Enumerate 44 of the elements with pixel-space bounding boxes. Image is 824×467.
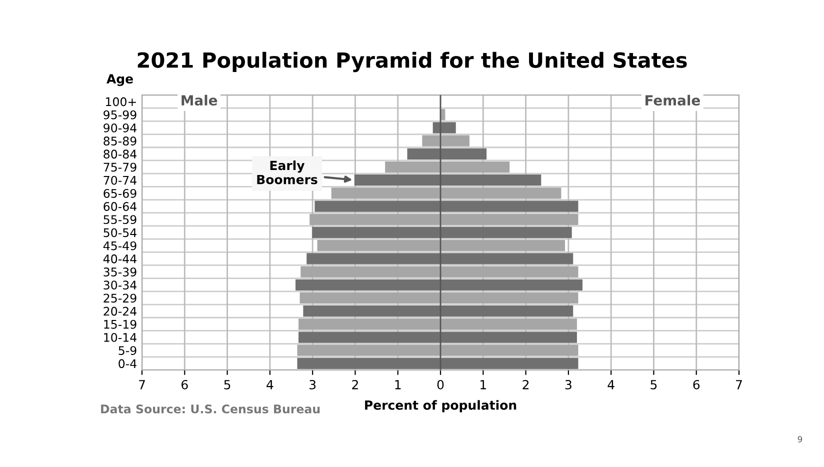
y-tick-label: 35-39 [104,268,136,276]
y-tick-label: 80-84 [104,150,136,159]
x-tick-label: 7 [139,380,145,390]
y-tick-label: 90-94 [104,123,136,132]
y-tick-label: 15-19 [104,320,136,329]
x-tick-label: 1 [480,380,486,390]
text: 9 [798,436,802,442]
annotation: Early Boomers [257,160,318,184]
y-tick-label: 30-34 [104,280,136,290]
x-tick-label: 6 [182,380,188,390]
annotation: Male [182,94,218,106]
chart-title: 2021 Population Pyramid for the United States [138,52,687,72]
x-tick-label: 7 [736,380,742,390]
y-tick-label: 10-14 [104,332,136,342]
x-tick-label: 3 [565,380,572,390]
y-tick-label: 85-89 [104,136,136,146]
y-tick-label: 95-99 [104,110,136,120]
y-axis-title: Age [106,74,133,86]
y-tick-label: 55-59 [104,215,136,224]
y-tick-label: 20-24 [104,306,136,316]
y-tick-label: 50-54 [104,228,136,238]
y-tick-label: 75-79 [104,162,136,172]
y-tick-label: 65-69 [104,188,136,198]
y-tick-label: 25-29 [104,294,136,303]
x-tick-label: 5 [224,380,230,390]
x-tick-label: 2 [522,380,529,390]
x-tick-label: 2 [352,380,358,390]
y-tick-label: 70-74 [104,176,136,185]
annotation: Female [646,94,700,106]
x-tick-label: 4 [608,380,614,390]
x-tick-label: 4 [266,380,274,390]
x-tick-label: 1 [395,380,401,390]
x-tick-label: 5 [650,380,657,390]
y-tick-label: 5-9 [118,346,136,356]
y-tick-label: 0-4 [118,359,136,368]
x-axis-title: Percent of population [365,400,516,412]
x-tick-label: 6 [693,380,700,390]
y-tick-label: 60-64 [104,202,136,211]
y-tick-label: 40-44 [103,254,136,264]
x-tick-label: 3 [310,380,316,390]
y-tick-label: 100+ [106,97,136,106]
source-note: Data Source: U.S. Census Bureau [101,404,320,414]
y-tick-label: 45-49 [103,241,136,250]
x-tick-label: 0 [437,380,444,390]
